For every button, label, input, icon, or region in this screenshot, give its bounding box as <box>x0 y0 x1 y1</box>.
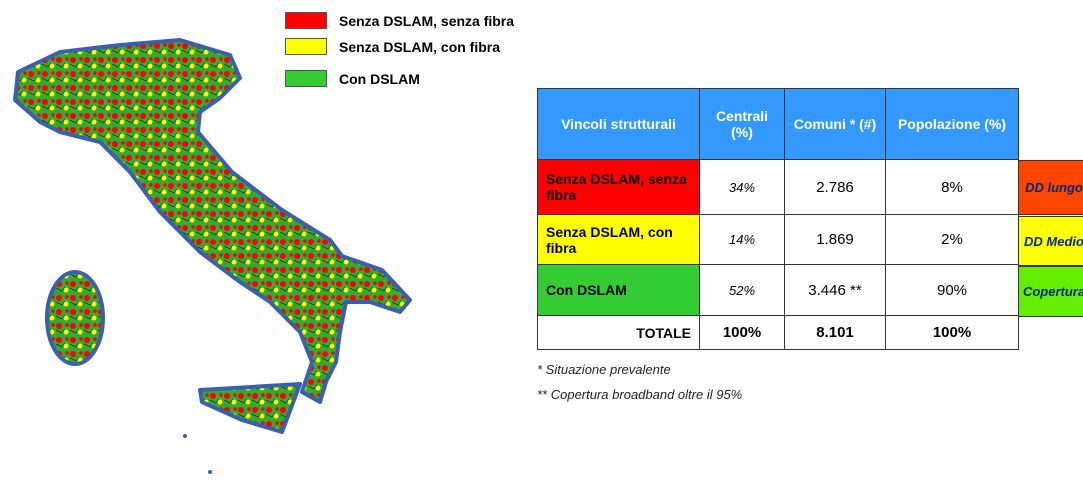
table-row: TOTALE 100% 8.101 100% <box>537 315 1019 350</box>
side-label: DD lungo <box>1018 160 1083 215</box>
header-row: Vincoli strutturali Centrali (%) Comuni * … <box>537 88 1019 160</box>
table-cell: Senza DSLAM, con fibra <box>537 214 700 265</box>
table-cell: 8.101 <box>784 315 886 350</box>
legend-swatch <box>285 12 327 29</box>
table-cell: 1.869 <box>784 214 886 265</box>
map <box>13 38 412 474</box>
table-cell: 100% <box>885 315 1019 350</box>
table-row: Senza DSLAM, con fibra 14% 1.869 2% <box>537 214 1019 265</box>
legend-swatch <box>285 38 327 55</box>
table-cell: TOTALE <box>537 315 700 350</box>
table-cell: 34% <box>699 159 785 215</box>
table-row: Senza DSLAM, senza fibra 34% 2.786 8% <box>537 159 1019 215</box>
legend-label: Senza DSLAM, con fibra <box>339 38 501 55</box>
table-row: Con DSLAM 52% 3.446 ** 90% <box>537 264 1019 316</box>
footnote: ** Copertura broadband oltre il 95% <box>537 387 743 402</box>
table-cell: 52% <box>699 264 785 316</box>
legend-item: Senza DSLAM, senza fibra <box>285 12 514 29</box>
header-cell: Vincoli strutturali <box>537 88 700 160</box>
legend-label: Con DSLAM <box>339 70 420 87</box>
table-cell: Senza DSLAM, senza fibra <box>537 159 700 215</box>
header-cell: Centrali (%) <box>699 88 785 160</box>
table-cell: 90% <box>885 264 1019 316</box>
header-cell: Comuni * (#) <box>784 88 886 160</box>
table-cell: 100% <box>699 315 785 350</box>
table-cell: 2.786 <box>784 159 886 215</box>
side-label: Copertura <box>1018 266 1083 317</box>
table-body: Senza DSLAM, senza fibra 34% 2.786 8% Senza … <box>537 159 1019 350</box>
table-cell: 3.446 ** <box>784 264 886 316</box>
footnote: * Situazione prevalente <box>537 362 671 377</box>
legend-item: Senza DSLAM, con fibra <box>285 38 500 55</box>
table-cell: 14% <box>699 214 785 265</box>
side-label: DD Medio <box>1018 216 1083 266</box>
table-cell: Con DSLAM <box>537 264 700 316</box>
header-cell: Popolazione (%) <box>885 88 1019 160</box>
italy <box>13 38 412 434</box>
table-cell: 8% <box>885 159 1019 215</box>
legend-swatch <box>285 70 327 87</box>
legend-label: Senza DSLAM, senza fibra <box>339 12 515 29</box>
legend-item: Con DSLAM <box>285 70 420 87</box>
table: Vincoli strutturali Centrali (%) Comuni * … <box>537 88 1019 350</box>
table-cell: 2% <box>885 214 1019 265</box>
